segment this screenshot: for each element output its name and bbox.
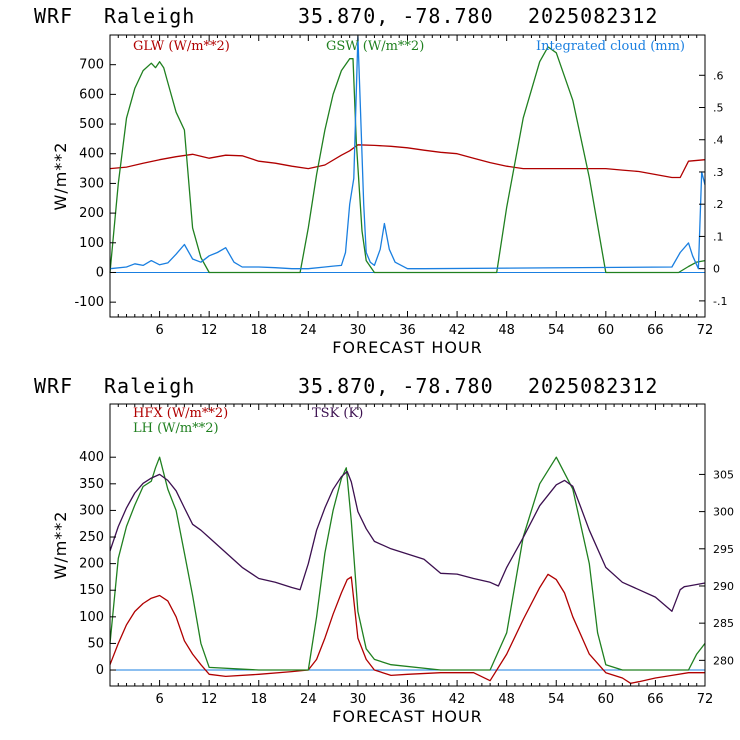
- model-name: WRF: [34, 374, 74, 398]
- y-tick-label: 0: [96, 663, 104, 678]
- x-tick-label: 60: [598, 323, 615, 338]
- right-tick-label: 0: [713, 263, 720, 276]
- x-tick-label: 72: [697, 323, 714, 338]
- right-tick-label: -.1: [713, 295, 727, 308]
- legend-entry-2: Integrated cloud (mm): [536, 39, 685, 54]
- x-axis-label: FORECAST HOUR: [332, 338, 483, 357]
- right-tick-label: 280: [713, 654, 734, 667]
- x-tick-label: 48: [498, 692, 515, 707]
- right-tick-label: 285: [713, 617, 734, 630]
- y-tick-label: 300: [79, 176, 104, 191]
- plot-frame: [109, 34, 706, 318]
- y-tick-label: 100: [79, 236, 104, 251]
- x-tick-label: 66: [647, 692, 664, 707]
- right-tick-label: 305: [713, 468, 734, 481]
- legend-entry-1: GSW (W/m**2): [326, 39, 424, 54]
- y-tick-label: 400: [79, 147, 104, 162]
- right-tick-label: .2: [713, 198, 724, 211]
- y-tick-label: 700: [79, 58, 104, 73]
- series-line-2: [109, 470, 706, 612]
- y-tick-label: 600: [79, 87, 104, 102]
- series-line-0: [109, 573, 705, 684]
- x-tick-label: 36: [399, 323, 416, 338]
- init-time: 2025082312: [528, 4, 659, 28]
- legend-entry-0: GLW (W/m**2): [133, 39, 230, 54]
- station-name: Raleigh: [104, 374, 196, 398]
- chart1-header: WRF Raleigh 35.870, -78.780 2025082312: [0, 2, 740, 32]
- station-coords: 35.870, -78.780: [298, 374, 494, 398]
- chart2-header: WRF Raleigh 35.870, -78.780 2025082312: [0, 372, 740, 402]
- right-tick-label: .4: [713, 134, 724, 147]
- x-tick-label: 18: [250, 323, 267, 338]
- right-tick-label: .5: [713, 102, 724, 115]
- y-tick-label: 200: [79, 206, 104, 221]
- y-tick-label: -100: [74, 295, 104, 310]
- y-tick-label: 0: [96, 265, 104, 280]
- x-tick-label: 54: [548, 323, 565, 338]
- x-tick-label: 42: [449, 692, 466, 707]
- x-tick-label: 42: [449, 323, 466, 338]
- x-tick-label: 18: [250, 692, 267, 707]
- x-tick-label: 36: [399, 692, 416, 707]
- y-tick-label: 300: [79, 503, 104, 518]
- x-tick-label: 24: [300, 323, 317, 338]
- x-tick-label: 30: [350, 323, 367, 338]
- station-coords: 35.870, -78.780: [298, 4, 494, 28]
- series-line-0: [109, 144, 706, 179]
- y-tick-label: 200: [79, 557, 104, 572]
- right-tick-label: .6: [713, 69, 724, 82]
- plot-frame: [109, 403, 706, 687]
- right-tick-label: .3: [713, 166, 724, 179]
- x-tick-label: 6: [155, 692, 163, 707]
- y-tick-label: 400: [79, 450, 104, 465]
- series-line-1: [109, 456, 706, 671]
- y-tick-label: 100: [79, 610, 104, 625]
- model-name: WRF: [34, 4, 74, 28]
- y-tick-label: 50: [87, 636, 104, 651]
- y-tick-label: 350: [79, 477, 104, 492]
- x-tick-label: 54: [548, 692, 565, 707]
- x-tick-label: 30: [350, 692, 367, 707]
- legend-entry-2: TSK (K): [312, 406, 363, 421]
- x-tick-label: 60: [598, 692, 615, 707]
- right-tick-label: 290: [713, 580, 734, 593]
- station-name: Raleigh: [104, 4, 196, 28]
- init-time: 2025082312: [528, 374, 659, 398]
- series-line-2: [109, 35, 706, 270]
- x-tick-label: 12: [201, 692, 218, 707]
- x-tick-label: 48: [498, 323, 515, 338]
- x-tick-label: 6: [155, 323, 163, 338]
- y-tick-label: 150: [79, 583, 104, 598]
- right-tick-label: 300: [713, 506, 734, 519]
- x-tick-label: 24: [300, 692, 317, 707]
- x-tick-label: 72: [697, 692, 714, 707]
- y-axis-label: W/m**2: [51, 142, 70, 211]
- radiation-chart: 6 12 18 24 30 36 42 48 54 60 66 72 -100 0 100 200 300 400…: [51, 34, 727, 357]
- series-line-1: [109, 46, 706, 274]
- legend-entry-1: LH (W/m**2): [133, 421, 219, 436]
- x-axis-label: FORECAST HOUR: [332, 707, 483, 726]
- y-tick-label: 250: [79, 530, 104, 545]
- right-tick-label: 295: [713, 543, 734, 556]
- y-tick-label: 500: [79, 117, 104, 132]
- legend-entry-0: HFX (W/m**2): [133, 406, 228, 421]
- x-tick-label: 12: [201, 323, 218, 338]
- x-tick-label: 66: [647, 323, 664, 338]
- y-axis-label: W/m**2: [51, 511, 70, 580]
- flux-chart: 6 12 18 24 30 36 42 48 54 60 66 72 0 50 100 150 200 250 30…: [51, 403, 734, 726]
- right-tick-label: .1: [713, 230, 724, 243]
